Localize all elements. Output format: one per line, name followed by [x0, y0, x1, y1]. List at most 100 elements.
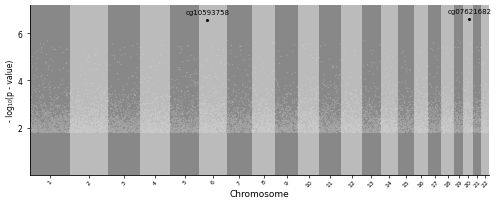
Point	[50, 118, 58, 121]
Point	[334, 124, 342, 128]
Point	[300, 111, 308, 114]
Point	[250, 111, 258, 115]
Point	[396, 122, 404, 125]
Point	[475, 130, 483, 134]
Point	[470, 124, 478, 127]
Point	[202, 123, 209, 126]
Point	[51, 126, 59, 130]
Point	[186, 76, 194, 80]
Point	[322, 114, 330, 118]
Point	[332, 124, 340, 127]
Point	[315, 119, 323, 122]
Point	[471, 118, 479, 122]
Point	[176, 131, 184, 134]
Point	[310, 129, 318, 133]
Point	[154, 106, 162, 109]
Point	[246, 113, 254, 116]
Point	[344, 123, 352, 126]
Point	[330, 127, 338, 131]
Point	[350, 125, 358, 128]
Point	[72, 129, 80, 133]
Point	[321, 112, 329, 115]
Point	[408, 127, 416, 130]
Point	[136, 111, 144, 114]
Point	[156, 131, 164, 134]
Point	[359, 120, 367, 124]
Point	[96, 129, 104, 132]
Point	[342, 113, 349, 116]
Point	[420, 126, 428, 129]
Point	[424, 129, 432, 133]
Point	[258, 128, 266, 131]
Point	[402, 87, 410, 90]
Point	[340, 111, 348, 114]
Point	[410, 130, 418, 133]
Point	[376, 117, 384, 120]
Point	[26, 126, 34, 130]
Point	[172, 121, 179, 124]
Point	[327, 128, 335, 131]
Point	[172, 127, 180, 130]
Point	[301, 127, 309, 130]
Point	[206, 70, 214, 73]
Point	[100, 125, 108, 129]
Point	[118, 123, 126, 126]
Point	[380, 126, 388, 130]
Point	[106, 120, 114, 123]
Point	[30, 131, 38, 134]
Point	[64, 123, 72, 127]
Point	[30, 104, 38, 107]
Point	[268, 90, 276, 93]
Point	[389, 128, 397, 131]
Point	[378, 125, 386, 128]
Point	[154, 129, 162, 132]
Point	[434, 122, 442, 125]
Point	[32, 122, 40, 125]
Point	[146, 127, 154, 131]
Point	[453, 120, 461, 124]
Point	[270, 113, 278, 117]
Point	[318, 125, 326, 128]
Point	[397, 93, 405, 97]
Point	[91, 113, 99, 116]
Point	[274, 129, 281, 132]
Point	[284, 123, 292, 127]
Point	[74, 130, 82, 133]
Point	[57, 121, 65, 125]
Point	[190, 58, 198, 61]
Point	[113, 121, 121, 125]
Point	[424, 120, 432, 124]
Point	[268, 106, 276, 110]
Point	[446, 131, 454, 134]
Point	[342, 115, 350, 119]
Point	[404, 122, 412, 125]
Point	[186, 128, 194, 132]
Point	[140, 126, 148, 129]
Point	[50, 49, 58, 52]
Point	[158, 95, 166, 98]
Point	[47, 129, 55, 132]
Point	[156, 113, 164, 116]
Point	[354, 128, 362, 131]
Point	[414, 131, 422, 135]
Point	[159, 115, 167, 118]
Point	[484, 130, 492, 134]
Point	[154, 131, 162, 134]
Point	[364, 130, 372, 133]
Point	[30, 131, 38, 134]
Point	[252, 112, 260, 116]
Point	[396, 111, 404, 114]
Point	[104, 117, 112, 121]
Point	[283, 128, 291, 131]
Point	[107, 125, 115, 128]
Point	[397, 101, 405, 105]
Point	[206, 122, 214, 125]
Point	[80, 109, 88, 112]
Point	[268, 125, 276, 129]
Point	[468, 116, 476, 120]
Point	[292, 126, 300, 129]
Point	[140, 112, 147, 115]
Point	[345, 124, 353, 127]
Point	[175, 126, 183, 129]
Point	[43, 125, 51, 128]
